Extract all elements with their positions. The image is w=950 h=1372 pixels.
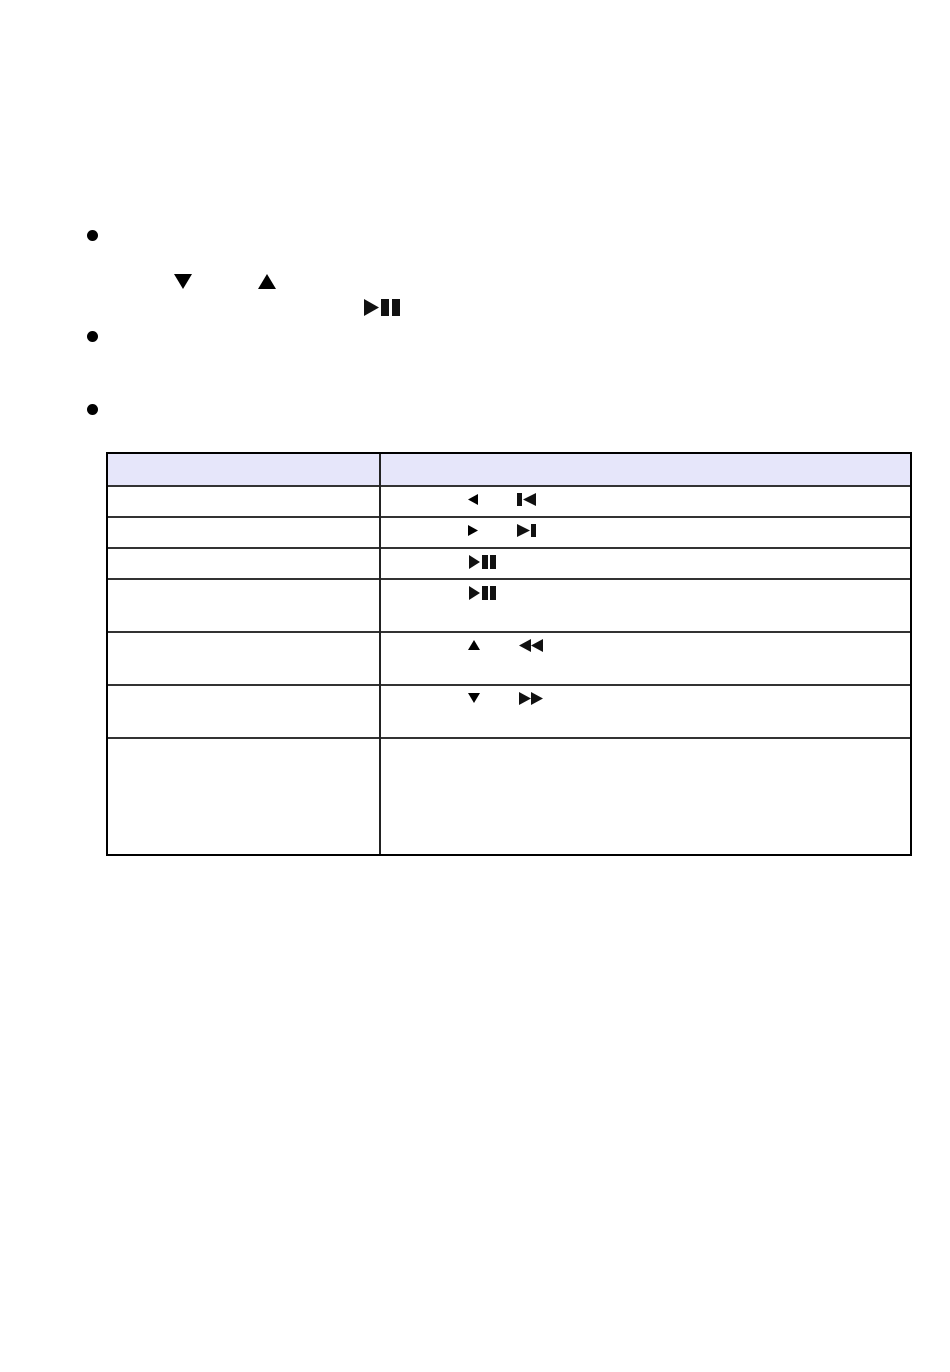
column-divider [379,454,381,854]
table-row [108,547,910,549]
play-pause-icon [469,555,496,569]
table-row [108,684,910,686]
triangle-left-icon [468,494,478,505]
bullet-3 [87,404,98,415]
triangle-down-icon [174,274,192,289]
table-header [108,454,910,485]
triangle-up-icon [258,274,276,289]
skip-next-icon [517,524,536,537]
controls-table [106,452,912,856]
bullet-1 [87,230,98,241]
rewind-icon [519,639,543,652]
table-row [108,631,910,633]
triangle-right-icon [468,525,478,536]
triangle-down-icon [468,693,480,703]
table-row [108,578,910,580]
triangle-up-icon [468,640,480,650]
play-pause-icon [364,299,400,316]
table-row [108,516,910,518]
bullet-2 [87,331,98,342]
skip-previous-icon [517,493,536,506]
table-row [108,737,910,739]
play-pause-icon [469,586,496,600]
fast-forward-icon [519,692,543,705]
table-row [108,485,910,487]
